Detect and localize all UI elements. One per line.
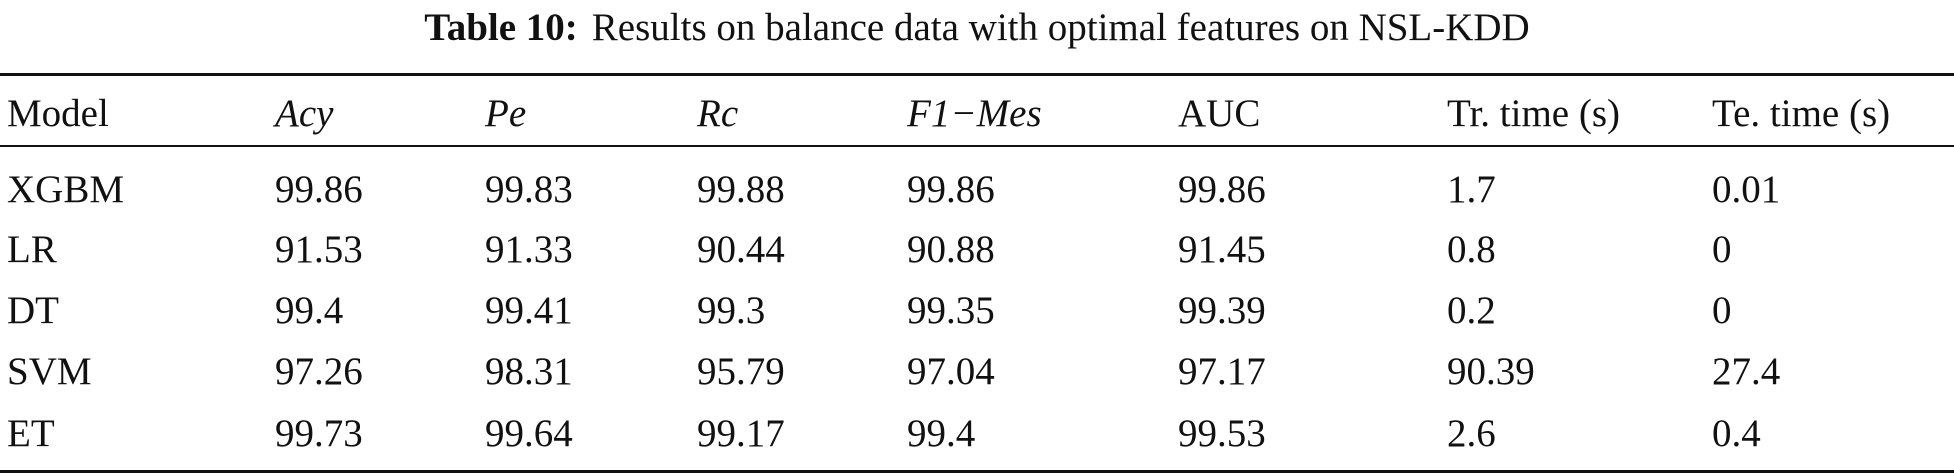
cell-recall: 95.79: [697, 350, 785, 393]
cell-test-time: 0.01: [1712, 168, 1781, 211]
cell-auc: 91.45: [1178, 228, 1266, 271]
header-cell-train-time: Tr. time (s): [1447, 92, 1621, 135]
cell-auc: 97.17: [1178, 350, 1266, 393]
cell-auc: 99.39: [1178, 289, 1266, 332]
cell-accuracy: 99.86: [275, 168, 363, 211]
cell-test-time: 27.4: [1712, 350, 1781, 393]
cell-accuracy: 99.73: [275, 412, 363, 455]
cell-train-time: 0.8: [1447, 228, 1496, 271]
cell-precision: 98.31: [485, 350, 573, 393]
cell-accuracy: 91.53: [275, 228, 363, 271]
cell-train-time: 1.7: [1447, 168, 1496, 211]
cell-f1-measure: 99.4: [907, 412, 976, 455]
table-row: ET 99.73 99.64 99.17 99.4 99.53 2.6 0.4: [0, 404, 1954, 464]
cell-model: ET: [7, 412, 55, 455]
header-rule: [0, 145, 1954, 147]
cell-accuracy: 97.26: [275, 350, 363, 393]
table-row: LR 91.53 91.33 90.44 90.88 91.45 0.8 0: [0, 220, 1954, 280]
cell-auc: 99.86: [1178, 168, 1266, 211]
caption-text: Results on balance data with optimal fea…: [591, 6, 1530, 49]
table-caption: Table 10: Results on balance data with op…: [0, 4, 1954, 52]
caption-label: Table 10:: [424, 6, 578, 49]
cell-model: SVM: [7, 350, 92, 393]
table-row: SVM 97.26 98.31 95.79 97.04 97.17 90.39 …: [0, 342, 1954, 402]
header-row: Model Acy Pe Rc F1−Mes AUC Tr. time (s) …: [0, 84, 1954, 144]
cell-recall: 99.88: [697, 168, 785, 211]
cell-test-time: 0: [1712, 289, 1732, 332]
cell-train-time: 2.6: [1447, 412, 1496, 455]
cell-f1-measure: 99.35: [907, 289, 995, 332]
cell-recall: 99.3: [697, 289, 766, 332]
bottom-rule: [0, 470, 1954, 473]
top-rule: [0, 73, 1954, 76]
cell-f1-measure: 97.04: [907, 350, 995, 393]
header-cell-test-time: Te. time (s): [1712, 92, 1891, 135]
cell-precision: 99.64: [485, 412, 573, 455]
cell-f1-measure: 99.86: [907, 168, 995, 211]
cell-model: LR: [7, 228, 57, 271]
cell-train-time: 90.39: [1447, 350, 1535, 393]
header-cell-f1-measure: F1−Mes: [907, 92, 1042, 135]
cell-auc: 99.53: [1178, 412, 1266, 455]
table-row: DT 99.4 99.41 99.3 99.35 99.39 0.2 0: [0, 281, 1954, 341]
cell-accuracy: 99.4: [275, 289, 344, 332]
cell-precision: 99.83: [485, 168, 573, 211]
cell-recall: 99.17: [697, 412, 785, 455]
header-cell-accuracy: Acy: [275, 92, 334, 135]
cell-f1-measure: 90.88: [907, 228, 995, 271]
header-cell-model: Model: [7, 92, 109, 135]
cell-test-time: 0.4: [1712, 412, 1761, 455]
header-cell-precision: Pe: [485, 92, 527, 135]
table-row: XGBM 99.86 99.83 99.88 99.86 99.86 1.7 0…: [0, 160, 1954, 220]
cell-model: DT: [7, 289, 59, 332]
cell-train-time: 0.2: [1447, 289, 1496, 332]
header-cell-auc: AUC: [1178, 92, 1261, 135]
header-cell-recall: Rc: [697, 92, 739, 135]
cell-precision: 91.33: [485, 228, 573, 271]
cell-recall: 90.44: [697, 228, 785, 271]
cell-precision: 99.41: [485, 289, 573, 332]
cell-test-time: 0: [1712, 228, 1732, 271]
cell-model: XGBM: [7, 168, 125, 211]
